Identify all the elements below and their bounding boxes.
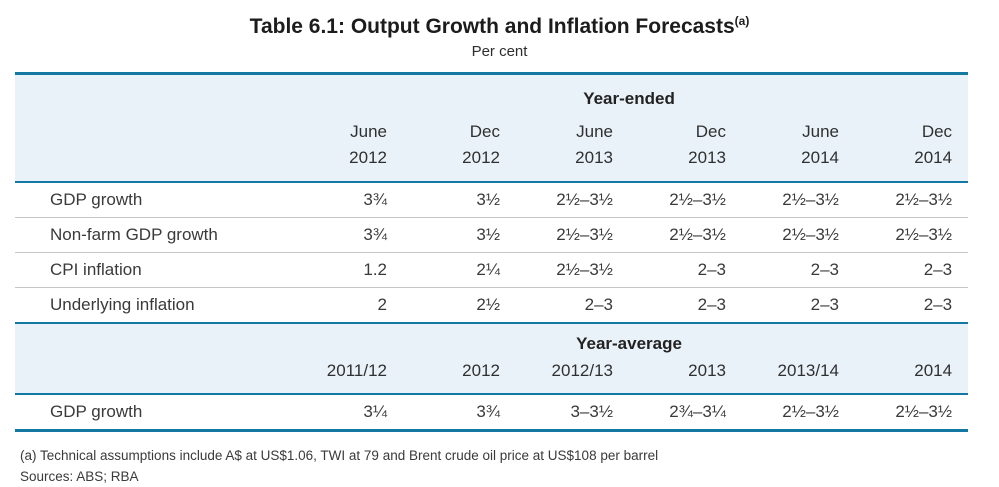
cell-value: 3–3½ — [516, 394, 629, 432]
column-header-2012-13: 2012/13 — [516, 356, 629, 395]
header-spacer-cell — [15, 356, 290, 395]
footnotes: (a) Technical assumptions include A$ at … — [20, 445, 999, 487]
column-header-month: June — [576, 122, 613, 141]
column-header-2014: 2014 — [855, 356, 969, 395]
cell-value: 2–3 — [697, 295, 726, 314]
cell-value: 2¼ — [403, 252, 516, 288]
year-average-columns-row: 2011/12 2012 2012/13 2013 2013/14 2014 — [15, 356, 969, 395]
column-header-year: 2014 — [914, 148, 953, 167]
column-header-month: Dec — [695, 122, 726, 141]
page-title: Table 6.1: Output Growth and Inflation F… — [0, 9, 999, 39]
cell-value: 2½–3½ — [742, 217, 855, 253]
column-header-dec-2014: Dec 2014 — [855, 115, 969, 183]
cell-value: 2½–3½ — [742, 394, 855, 432]
column-header-month: June — [350, 122, 387, 141]
table-row-cpi-inflation: CPI inflation 1.2 2¼ 2½–3½ 2–3 2–3 2–3 — [15, 252, 969, 288]
header-spacer-cell — [15, 115, 290, 183]
cell-value: 2½–3½ — [742, 182, 855, 218]
cell-value: 2–3 — [855, 252, 969, 288]
cell-value: 2½–3½ — [516, 182, 629, 218]
cell-value: 2–3 — [923, 295, 953, 314]
year-ended-data-rows: GDP growth 3¾ 3½ 2½–3½ 2½–3½ 2½–3½ 2½–3½… — [15, 182, 969, 324]
column-header-year: 2014 — [801, 148, 839, 167]
row-label: GDP growth — [15, 182, 290, 218]
year-average-span-row: Year-average — [15, 322, 969, 356]
cell-value: 2½–3½ — [629, 217, 742, 253]
table-subtitle: Per cent — [471, 43, 528, 60]
cell-value: 3¾ — [403, 394, 516, 432]
column-header-year: 2012 — [462, 148, 500, 167]
cell-value: 2–3 — [742, 252, 855, 288]
table-row-underlying-inflation: Underlying inflation 2 2½ 2–3 2–3 2–3 2–… — [15, 288, 968, 324]
year-ended-span-row: Year-ended — [15, 72, 969, 115]
sources-line: Sources: ABS; RBA — [20, 469, 139, 484]
table-row-non-farm-gdp-growth: Non-farm GDP growth 3¾ 3½ 2½–3½ 2½–3½ 2½… — [15, 217, 969, 253]
cell-value: 2½–3½ — [855, 182, 969, 218]
title-footnote-marker: (a) — [734, 14, 750, 28]
cell-value: 3½ — [403, 182, 516, 218]
cell-value: 1.2 — [290, 252, 403, 288]
table-title-text: Table 6.1: Output Growth and Inflation F… — [249, 15, 735, 38]
footnote-a: (a) Technical assumptions include A$ at … — [20, 448, 659, 463]
column-header-year: 2013 — [688, 148, 726, 167]
column-header-june-2012: June 2012 — [290, 115, 403, 183]
column-header-month: Dec — [921, 122, 953, 141]
column-header-june-2013: June 2013 — [516, 115, 629, 183]
column-header-2011-12: 2011/12 — [290, 356, 403, 395]
row-label: Underlying inflation — [50, 295, 195, 314]
table-row-gdp-growth: GDP growth 3¾ 3½ 2½–3½ 2½–3½ 2½–3½ 2½–3½ — [15, 182, 969, 218]
column-header-year: 2012 — [349, 148, 387, 167]
cell-value: 3¾ — [290, 182, 403, 218]
column-header-month: Dec — [469, 122, 500, 141]
column-header-dec-2013: Dec 2013 — [629, 115, 742, 183]
column-header-year: 2013 — [575, 148, 613, 167]
row-label: CPI inflation — [15, 252, 290, 288]
cell-value: 3½ — [403, 217, 516, 253]
cell-value: 3¼ — [290, 394, 403, 432]
forecast-table: Year-ended June 2012 Dec 2012 June 2013 Dec… — [15, 72, 969, 432]
cell-value: 2 — [377, 295, 387, 314]
cell-value: 2½–3½ — [629, 182, 742, 218]
header-spacer-cell — [15, 322, 290, 356]
cell-value: 2½–3½ — [516, 217, 629, 253]
header-spacer-cell — [15, 72, 290, 115]
year-ended-columns-row: June 2012 Dec 2012 June 2013 Dec 2013 June 20… — [15, 115, 969, 183]
cell-value: 2½ — [476, 295, 500, 314]
year-average-data-rows: GDP growth 3¼ 3¾ 3–3½ 2¾–3¼ 2½–3½ 2½–3½ — [15, 394, 969, 432]
year-average-header: Year-average — [290, 322, 969, 356]
cell-value: 3¾ — [290, 217, 403, 253]
table-row-gdp-growth-year-average: GDP growth 3¼ 3¾ 3–3½ 2¾–3¼ 2½–3½ 2½–3½ — [15, 394, 969, 432]
cell-value: 2–3 — [810, 295, 839, 314]
cell-value: 2½–3½ — [855, 217, 969, 253]
column-header-2013-14: 2013/14 — [742, 356, 855, 395]
column-header-month: June — [802, 122, 839, 141]
year-average-header-band: Year-average 2011/12 2012 2012/13 2013 2… — [15, 322, 969, 395]
column-header-2012: 2012 — [403, 356, 516, 395]
row-label: Non-farm GDP growth — [15, 217, 290, 253]
cell-value: 2¾–3¼ — [629, 394, 742, 432]
cell-value: 2–3 — [584, 295, 613, 314]
column-header-2013: 2013 — [629, 356, 742, 395]
cell-value: 2–3 — [629, 252, 742, 288]
cell-value: 2½–3½ — [855, 394, 969, 432]
year-ended-header: Year-ended — [290, 72, 969, 115]
column-header-june-2014: June 2014 — [742, 115, 855, 183]
cell-value: 2½–3½ — [516, 252, 629, 288]
column-header-dec-2012: Dec 2012 — [403, 115, 516, 183]
year-ended-header-band: Year-ended June 2012 Dec 2012 June 2013 Dec… — [15, 72, 969, 183]
row-label: GDP growth — [15, 394, 290, 432]
